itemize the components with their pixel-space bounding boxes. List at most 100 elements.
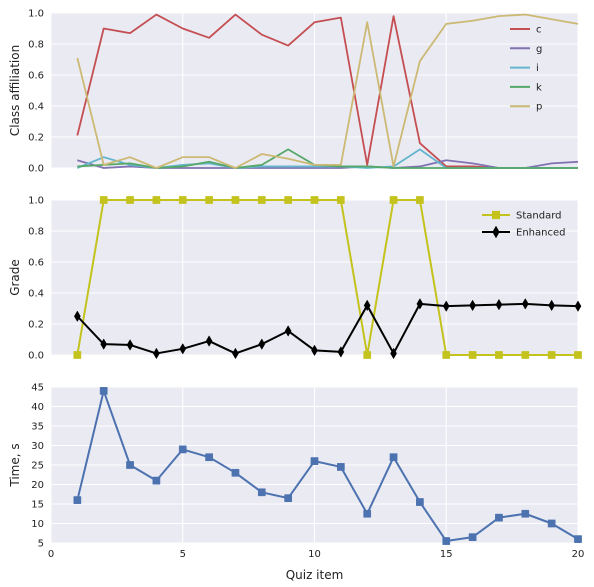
- y-tick-label: 5: [38, 539, 44, 550]
- data-point: [74, 310, 81, 322]
- y-tick-label: 0.2: [28, 133, 44, 144]
- series-line: [76, 302, 579, 355]
- data-point: [547, 351, 556, 359]
- y-tick-label: 15: [31, 500, 44, 511]
- series-time: [73, 387, 582, 545]
- data-point: [468, 533, 477, 541]
- data-point: [521, 351, 530, 359]
- legend-label: p: [536, 102, 542, 113]
- legend-label: i: [536, 63, 539, 74]
- data-point: [284, 325, 292, 337]
- data-point: [574, 300, 582, 312]
- legend-label: k: [536, 82, 542, 93]
- series-p: [76, 13, 579, 169]
- data-point: [548, 299, 555, 312]
- data-point: [469, 299, 476, 312]
- y-tick-label: 0.2: [28, 320, 44, 331]
- data-point: [521, 509, 530, 518]
- data-point: [153, 347, 160, 360]
- legend-marker: [492, 225, 500, 239]
- data-point: [547, 519, 556, 528]
- series-line: [76, 389, 579, 543]
- data-point: [363, 509, 372, 518]
- legend: Standard Enhanced: [482, 211, 565, 239]
- y-tick-label: 0.8: [28, 40, 44, 51]
- legend-label: c: [536, 25, 542, 36]
- data-point: [126, 461, 134, 469]
- data-point: [231, 468, 240, 477]
- data-point: [205, 335, 213, 347]
- data-point: [73, 496, 82, 504]
- data-point: [284, 196, 292, 204]
- data-point: [232, 347, 239, 360]
- data-point: [99, 387, 108, 395]
- y-tick-label: 1.0: [28, 9, 44, 20]
- y-tick-label: 45: [31, 383, 44, 394]
- y-tick-label: 35: [31, 422, 44, 433]
- legend-marker: [491, 210, 501, 220]
- data-point: [284, 494, 292, 502]
- y-tick-label: 0.6: [28, 258, 44, 269]
- data-point: [495, 351, 503, 359]
- data-point: [468, 351, 477, 359]
- y-tick-label: 0.4: [28, 102, 44, 113]
- data-point: [442, 537, 451, 545]
- series-Standard: [73, 196, 582, 359]
- data-point: [416, 196, 424, 204]
- y-axis-label: Time, s: [8, 443, 22, 487]
- x-tick-label: 10: [308, 549, 321, 560]
- y-tick-label: 25: [31, 461, 44, 472]
- data-point: [337, 196, 345, 204]
- y-tick-label: 0.0: [28, 351, 44, 362]
- data-point: [416, 298, 424, 310]
- data-point: [257, 196, 266, 204]
- legend-label: Standard: [516, 211, 562, 222]
- data-point: [574, 535, 582, 543]
- data-point: [73, 351, 82, 359]
- series-line: [76, 13, 579, 169]
- y-tick-label: 1.0: [28, 196, 44, 207]
- data-point: [205, 196, 213, 204]
- data-point: [99, 196, 108, 204]
- data-point: [231, 196, 240, 204]
- data-point: [311, 344, 318, 357]
- legend-label: Enhanced: [516, 228, 565, 239]
- data-point: [152, 476, 161, 485]
- data-point: [258, 338, 266, 350]
- y-tick-label: 0.0: [28, 164, 44, 175]
- data-point: [442, 300, 450, 312]
- data-point: [205, 453, 213, 462]
- x-tick-label: 15: [440, 549, 453, 560]
- data-point: [179, 343, 187, 355]
- y-axis-label: Grade: [8, 259, 22, 296]
- data-point: [152, 196, 161, 204]
- y-tick-label: 30: [31, 441, 44, 452]
- data-point: [389, 453, 398, 462]
- data-point: [310, 457, 319, 465]
- data-point: [257, 488, 266, 497]
- data-point: [100, 338, 108, 350]
- y-tick-label: 10: [31, 519, 44, 530]
- y-axis-label: Class affiliation: [8, 45, 22, 136]
- data-point: [521, 298, 529, 310]
- data-point: [390, 347, 397, 360]
- y-tick-label: 0.6: [28, 71, 44, 82]
- data-point: [126, 339, 134, 351]
- legend-label: g: [536, 44, 542, 55]
- x-tick-label: 0: [48, 549, 54, 560]
- data-point: [574, 351, 582, 359]
- data-point: [337, 463, 345, 471]
- y-tick-label: 20: [31, 480, 44, 491]
- data-point: [310, 196, 319, 204]
- data-point: [126, 196, 134, 204]
- x-axis-label: Quiz item: [286, 568, 344, 582]
- y-tick-label: 0.8: [28, 227, 44, 238]
- y-tick-label: 0.4: [28, 289, 44, 300]
- x-tick-label: 5: [180, 549, 186, 560]
- data-point: [495, 298, 503, 311]
- data-point: [337, 346, 345, 358]
